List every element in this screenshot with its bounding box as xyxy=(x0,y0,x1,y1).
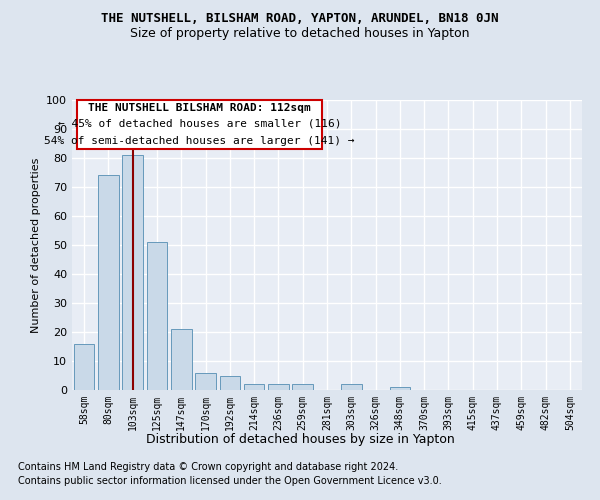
Text: THE NUTSHELL BILSHAM ROAD: 112sqm: THE NUTSHELL BILSHAM ROAD: 112sqm xyxy=(88,103,311,113)
Text: Size of property relative to detached houses in Yapton: Size of property relative to detached ho… xyxy=(130,28,470,40)
Bar xyxy=(74,344,94,390)
Bar xyxy=(171,329,191,390)
Text: Distribution of detached houses by size in Yapton: Distribution of detached houses by size … xyxy=(146,432,454,446)
FancyBboxPatch shape xyxy=(77,100,322,150)
Bar xyxy=(292,384,313,390)
Bar xyxy=(146,242,167,390)
Bar xyxy=(389,387,410,390)
Bar xyxy=(122,155,143,390)
Text: THE NUTSHELL, BILSHAM ROAD, YAPTON, ARUNDEL, BN18 0JN: THE NUTSHELL, BILSHAM ROAD, YAPTON, ARUN… xyxy=(101,12,499,26)
Text: Contains public sector information licensed under the Open Government Licence v3: Contains public sector information licen… xyxy=(18,476,442,486)
Bar xyxy=(98,176,119,390)
Text: 54% of semi-detached houses are larger (141) →: 54% of semi-detached houses are larger (… xyxy=(44,136,355,146)
Y-axis label: Number of detached properties: Number of detached properties xyxy=(31,158,41,332)
Bar xyxy=(195,372,216,390)
Text: Contains HM Land Registry data © Crown copyright and database right 2024.: Contains HM Land Registry data © Crown c… xyxy=(18,462,398,472)
Bar xyxy=(268,384,289,390)
Bar xyxy=(244,384,265,390)
Bar xyxy=(220,376,240,390)
Text: ← 45% of detached houses are smaller (116): ← 45% of detached houses are smaller (11… xyxy=(58,119,341,129)
Bar xyxy=(341,384,362,390)
